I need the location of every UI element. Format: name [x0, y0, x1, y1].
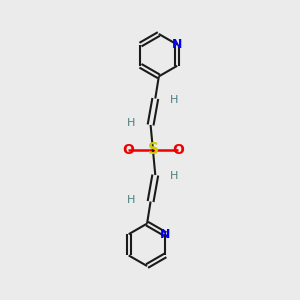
- Text: O: O: [172, 143, 184, 157]
- Text: S: S: [147, 142, 158, 158]
- Text: H: H: [127, 195, 136, 205]
- Text: H: H: [170, 95, 178, 105]
- Text: H: H: [170, 172, 178, 182]
- Text: N: N: [172, 38, 182, 51]
- Text: N: N: [160, 228, 171, 241]
- Text: O: O: [122, 143, 134, 157]
- Text: H: H: [127, 118, 136, 128]
